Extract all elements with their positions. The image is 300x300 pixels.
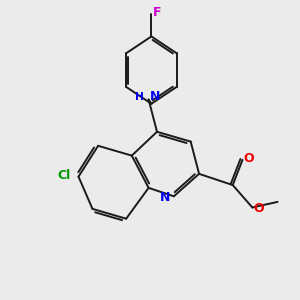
- Text: F: F: [153, 6, 162, 19]
- Text: H: H: [135, 92, 144, 102]
- Text: N: N: [160, 191, 171, 204]
- Text: O: O: [243, 152, 254, 165]
- Text: Cl: Cl: [57, 169, 70, 182]
- Text: O: O: [253, 202, 264, 215]
- Text: N: N: [150, 90, 160, 103]
